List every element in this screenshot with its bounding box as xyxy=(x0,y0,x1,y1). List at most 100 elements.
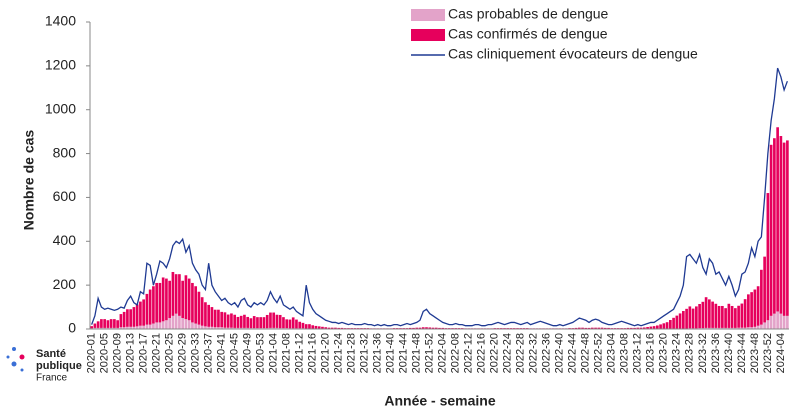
bar xyxy=(220,311,224,328)
bar xyxy=(769,144,773,316)
bar xyxy=(662,323,666,329)
bar xyxy=(109,319,113,328)
x-tick-label: 2020-21 xyxy=(151,333,163,373)
x-tick-label: 2021-52 xyxy=(424,333,436,373)
bar xyxy=(155,322,158,329)
bar xyxy=(207,326,211,329)
bar xyxy=(691,308,695,329)
bar xyxy=(343,328,347,329)
bar xyxy=(496,328,500,329)
logo-dot xyxy=(19,354,25,360)
bar xyxy=(269,327,272,329)
bar xyxy=(353,328,357,329)
x-tick-label: 2020-05 xyxy=(99,333,111,373)
bar xyxy=(265,314,269,329)
x-tick-label: 2021-40 xyxy=(385,333,397,373)
bar xyxy=(262,317,266,329)
bar xyxy=(776,127,779,312)
bar xyxy=(734,327,737,329)
bar xyxy=(769,315,773,329)
bar xyxy=(210,307,214,327)
bar xyxy=(711,327,714,329)
bar xyxy=(779,313,783,329)
bar xyxy=(431,327,435,329)
bar xyxy=(516,328,519,329)
bar xyxy=(213,309,217,328)
bar xyxy=(194,286,198,324)
x-tick-label: 2023-32 xyxy=(697,333,709,373)
bar xyxy=(129,309,132,327)
bar xyxy=(272,312,276,328)
bar xyxy=(782,142,786,316)
bar xyxy=(135,304,139,327)
bar xyxy=(766,320,770,329)
bar xyxy=(438,327,441,329)
bar xyxy=(165,278,168,321)
bar xyxy=(753,289,757,327)
bar xyxy=(782,315,786,329)
bar xyxy=(217,309,220,328)
bar xyxy=(519,328,523,329)
bar xyxy=(415,327,419,329)
bar xyxy=(246,316,250,328)
bar xyxy=(711,301,714,328)
bar xyxy=(106,327,110,329)
bar xyxy=(194,323,198,329)
bar xyxy=(649,326,653,329)
bar xyxy=(220,327,224,329)
bar xyxy=(243,327,246,329)
x-tick-label: 2022-32 xyxy=(528,333,540,373)
bar xyxy=(126,309,129,327)
x-tick-label: 2022-16 xyxy=(476,333,488,373)
bar xyxy=(139,301,142,326)
x-tick-label: 2023-12 xyxy=(632,333,644,373)
bar xyxy=(587,327,591,329)
bar xyxy=(639,327,643,329)
x-tick-label: 2023-52 xyxy=(762,333,774,373)
bar xyxy=(675,315,679,329)
bar xyxy=(633,327,636,329)
logo-text: Santé xyxy=(36,348,66,360)
bar xyxy=(678,313,682,329)
bar xyxy=(243,314,246,328)
bar xyxy=(272,327,276,329)
bar xyxy=(132,307,136,327)
bar xyxy=(246,327,250,329)
x-tick-label: 2023-28 xyxy=(684,333,696,373)
x-tick-label: 2022-36 xyxy=(541,333,553,373)
bar xyxy=(152,286,155,324)
bar xyxy=(451,328,454,329)
bar xyxy=(594,327,597,329)
bar xyxy=(659,324,662,329)
bar xyxy=(356,328,360,329)
bar xyxy=(278,314,282,329)
y-tick-label: 600 xyxy=(53,188,77,204)
x-tick-label: 2020-33 xyxy=(190,333,202,373)
bar xyxy=(161,321,165,329)
bar xyxy=(187,320,191,329)
bar xyxy=(457,328,461,329)
x-tick-label: 2022-24 xyxy=(502,333,514,373)
bar xyxy=(90,326,93,329)
x-tick-label: 2022-44 xyxy=(567,333,579,373)
bar xyxy=(298,321,302,329)
bar xyxy=(626,327,630,329)
x-tick-label: 2023-16 xyxy=(645,333,657,373)
bar xyxy=(308,324,311,329)
bar xyxy=(642,327,646,329)
bar xyxy=(695,306,698,329)
bar xyxy=(603,327,607,329)
bar xyxy=(311,325,315,329)
bar xyxy=(568,328,571,329)
logo-dot xyxy=(20,368,24,372)
legend-label: Cas probables de dengue xyxy=(448,6,609,22)
bar xyxy=(399,328,402,329)
bar xyxy=(525,328,529,329)
bar xyxy=(421,327,425,329)
bar xyxy=(148,324,152,329)
bar xyxy=(236,316,240,328)
logo: Santé publique France xyxy=(6,347,82,384)
x-tick-label: 2024-04 xyxy=(775,333,787,373)
bar xyxy=(119,314,123,328)
bar xyxy=(295,319,298,329)
